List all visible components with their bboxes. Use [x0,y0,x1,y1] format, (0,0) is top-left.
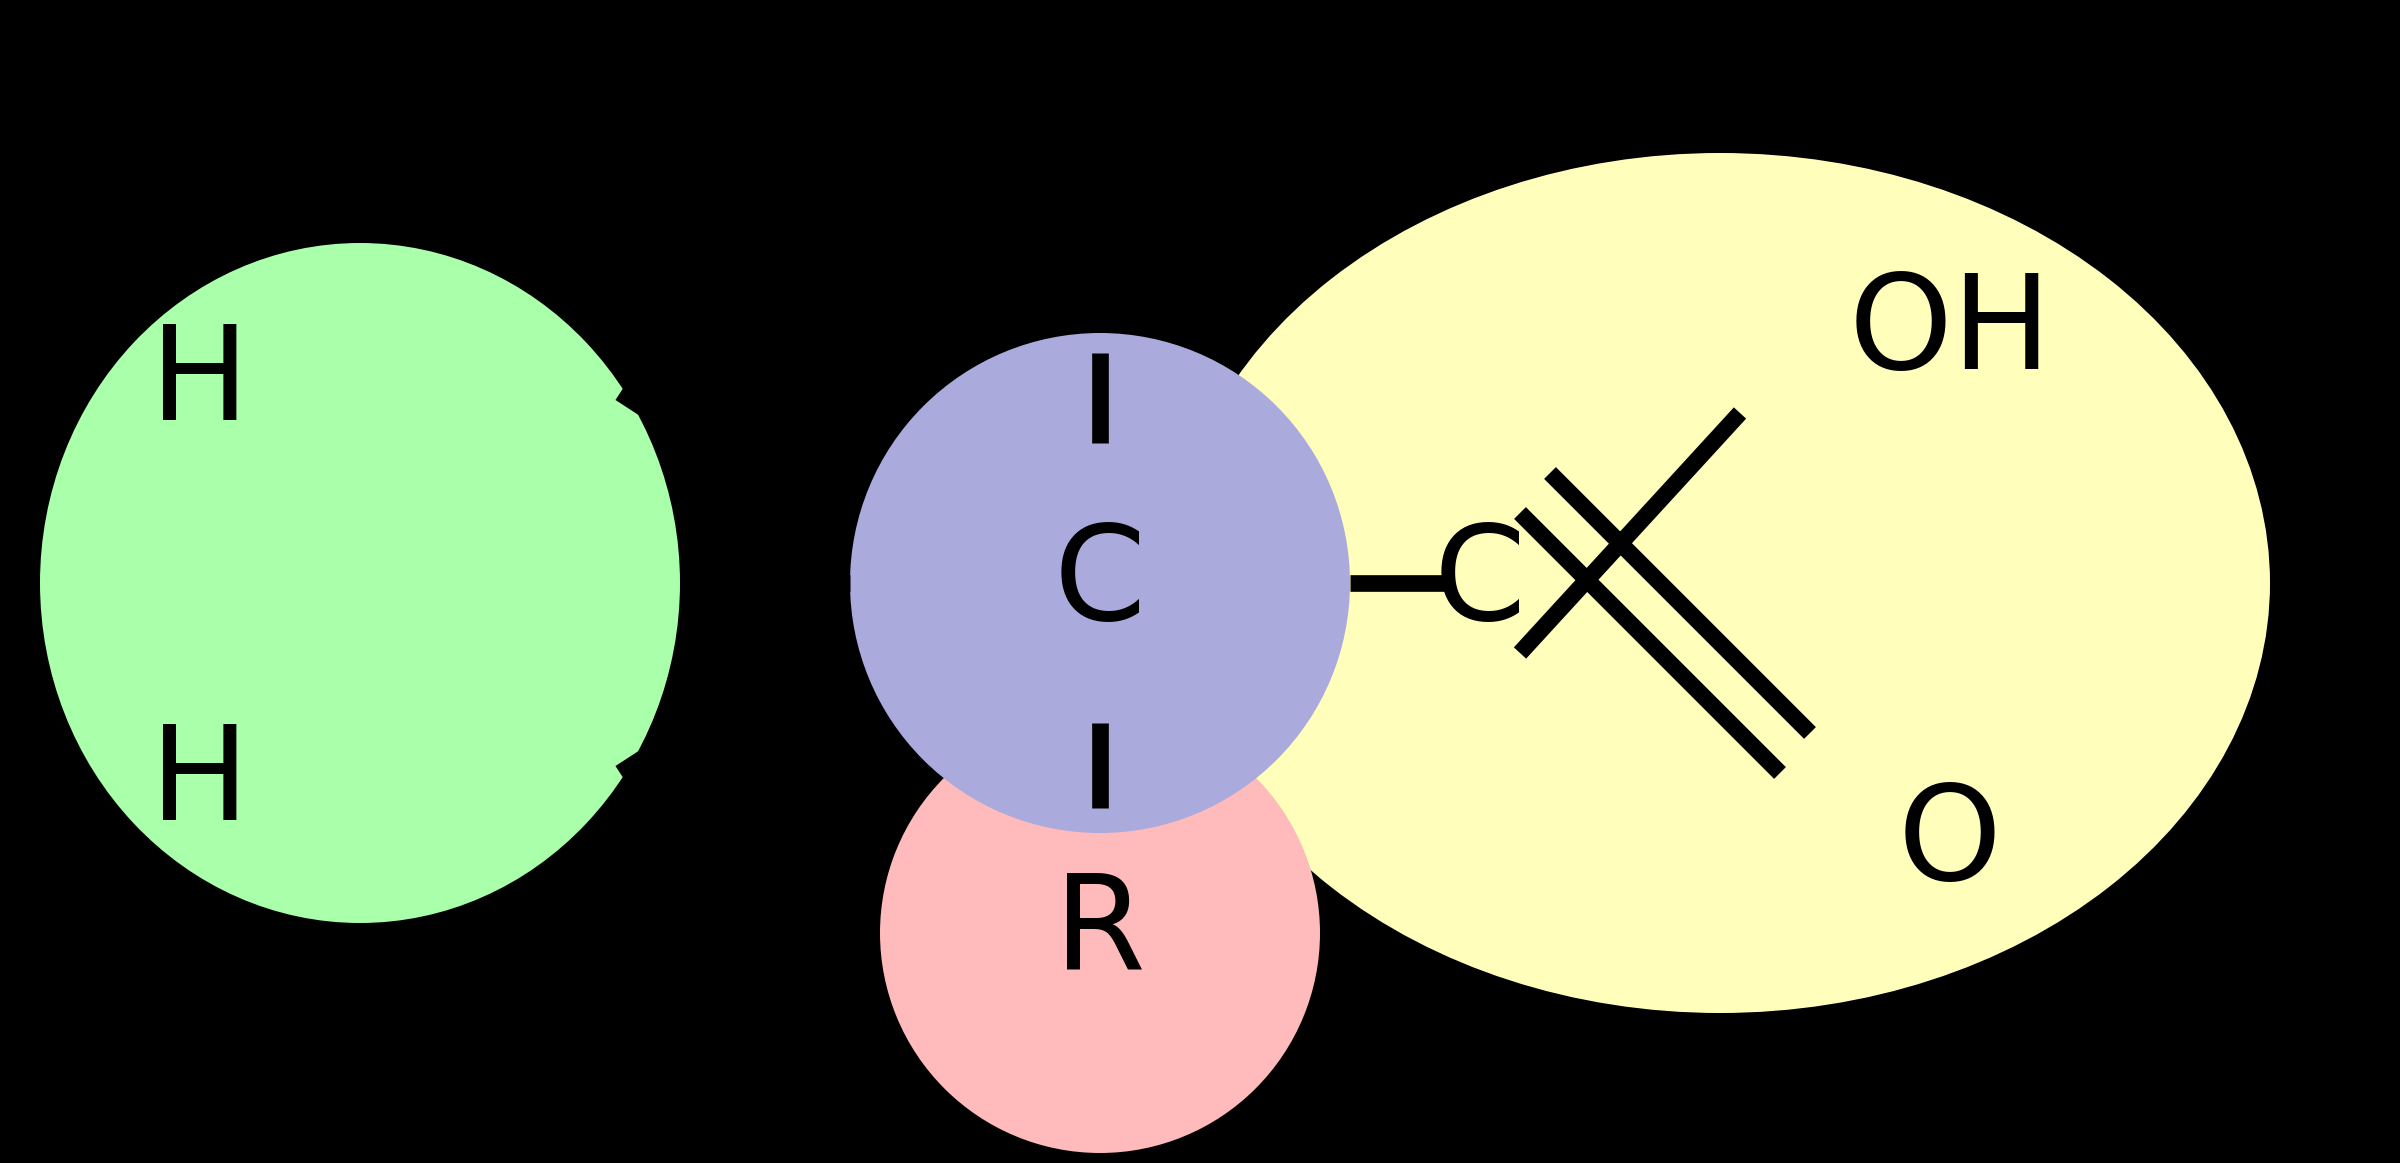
Text: H: H [151,720,250,847]
Ellipse shape [41,243,679,923]
Text: N: N [674,513,785,654]
Ellipse shape [881,713,1320,1153]
Text: H: H [151,320,250,447]
Ellipse shape [850,333,1351,833]
Text: O: O [1898,779,2002,906]
Ellipse shape [1171,154,2270,1013]
Text: C: C [1433,520,1526,647]
Text: OH: OH [1848,270,2052,397]
Text: C: C [1054,520,1147,647]
Text: R: R [1054,870,1145,997]
